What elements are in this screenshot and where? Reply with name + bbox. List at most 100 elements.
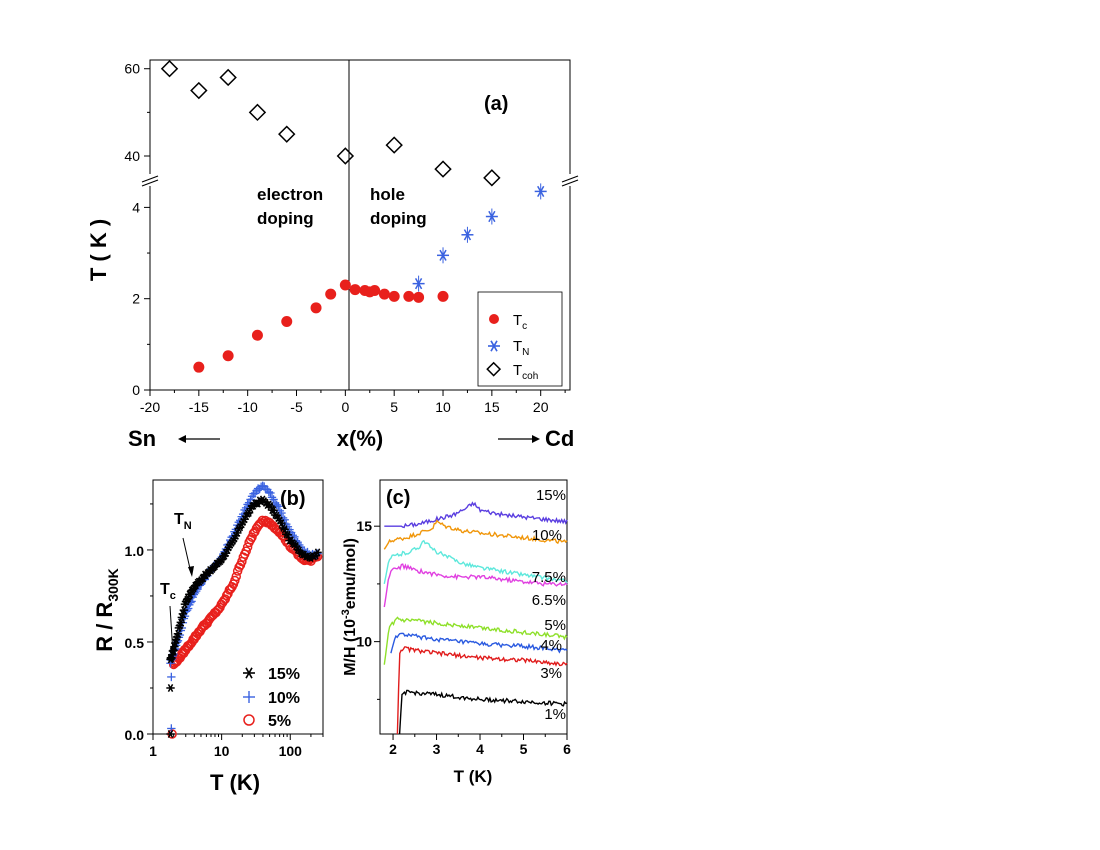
region-label-electron-line1: electron	[257, 185, 323, 204]
point-Tc-0	[193, 361, 205, 373]
c-line-1%	[398, 689, 568, 735]
panel-a-axis-break-left	[141, 174, 159, 187]
panel-a-right-arrowhead	[532, 435, 540, 443]
point-Tc-14	[413, 291, 425, 303]
point-Tc-11	[378, 288, 390, 300]
point-Tc-15	[437, 290, 449, 302]
panel-c-x-axis-label: T (K)	[454, 767, 493, 786]
y-tick-label: 2	[132, 291, 140, 307]
legend-marker-10pct	[243, 691, 255, 703]
c-line-3%	[396, 646, 568, 735]
x-tick-label: 0	[341, 399, 349, 415]
b-point-15%-c	[181, 606, 187, 615]
y-tick-label: 40	[124, 148, 140, 164]
b-point-5%	[213, 604, 224, 614]
b-dropout-15%-c	[167, 683, 174, 693]
legend-entry-tc: Tc	[513, 312, 527, 332]
point-Tc-5	[325, 288, 337, 300]
panel-c-marks	[383, 501, 568, 735]
c-x-tick-label: 2	[389, 741, 397, 757]
b-point-15%-c	[289, 539, 296, 548]
panel-a-x-axis-label: x(%)	[337, 426, 383, 451]
region-label-electron-line2: doping	[257, 209, 314, 228]
panel-c-y-axis-label: M/H (10-3emu/mol)	[340, 538, 359, 676]
b-point-15%	[176, 618, 186, 627]
c-line-label-10%: 10%	[532, 527, 562, 544]
b-point-15%	[313, 548, 322, 557]
point-TN-1	[437, 249, 450, 261]
b-point-5%	[221, 590, 232, 601]
b-point-5%	[241, 546, 251, 556]
point-TN-3-c	[488, 210, 496, 223]
y-tick-label: 60	[124, 61, 140, 77]
point-Tc-4	[310, 302, 322, 314]
panel-a: -20 -15 -10 -5 0 5 10 15 20 0 2 4 40 60 (a) T ( K ) x…	[86, 59, 579, 451]
point-Tc-12	[388, 290, 400, 302]
b-point-15%-c	[281, 525, 288, 534]
point-Tc-10	[369, 284, 381, 296]
panel-a-axes: -20 -15 -10 -5 0 5 10 15 20 0 2 4 40 60	[124, 61, 566, 415]
c-line-15%	[384, 501, 568, 529]
panel-c-axes: 2 3 4 5 6 10 15	[356, 518, 571, 757]
region-label-hole-line1: hole	[370, 185, 405, 204]
b-point-10%	[274, 502, 283, 511]
annotation-tn: TN	[174, 511, 192, 532]
c-x-tick-label: 6	[563, 741, 571, 757]
c-line-label-3%: 3%	[540, 665, 562, 682]
b-point-5%	[225, 584, 236, 594]
b-point-5%	[219, 595, 229, 606]
panel-b-frame	[152, 479, 324, 735]
b-point-15%-c	[314, 548, 321, 557]
point-Tcoh-5	[336, 147, 355, 165]
point-Tc-2	[251, 329, 263, 341]
c-y-tick-label: 10	[356, 634, 372, 650]
c-y-tick-label: 15	[356, 518, 372, 534]
point-TN-2-c	[463, 229, 472, 241]
b-x-tick-label: 100	[279, 743, 303, 759]
y-tick-label: 0	[132, 382, 140, 398]
c-line-label-5%: 5%	[544, 617, 566, 634]
b-point-5%	[230, 575, 240, 586]
b-dropout-15%	[166, 729, 175, 739]
b-point-15%-c	[294, 545, 301, 554]
b-point-5%	[247, 532, 257, 543]
panel-a-marks	[160, 60, 547, 373]
panel-a-legend: Tc TN Tcoh	[477, 291, 563, 387]
x-tick-label: -5	[290, 399, 303, 415]
c-line-label-6.5%: 6.5%	[532, 592, 566, 609]
panel-a-left-note: Sn	[128, 426, 156, 451]
y-tick-label: 4	[132, 199, 140, 215]
point-Tc-7	[349, 284, 361, 296]
b-point-15%-c	[285, 530, 291, 539]
x-tick-label: -15	[189, 399, 209, 415]
panel-a-right-note: Cd	[545, 426, 574, 451]
b-x-tick-label: 10	[214, 743, 230, 759]
b-point-10%	[269, 495, 278, 504]
panel-c-frame	[379, 479, 568, 735]
point-Tcoh-6	[385, 136, 403, 154]
b-point-5%	[234, 562, 244, 573]
annotation-tn-arrowhead	[188, 566, 194, 577]
c-x-tick-label: 3	[433, 741, 441, 757]
legend-entry-5pct: 5%	[268, 713, 291, 730]
point-TN-0-c	[414, 278, 423, 290]
b-point-10%	[264, 487, 274, 497]
c-line-10%	[383, 519, 568, 550]
point-TN-1-c	[439, 249, 447, 261]
c-line-5%	[383, 616, 568, 665]
b-point-15%-c	[270, 506, 277, 515]
legend-marker-tn	[488, 340, 500, 352]
point-Tcoh-0	[160, 60, 179, 78]
annotation-tc-arrow	[169, 605, 174, 655]
panel-c-label: (c)	[386, 487, 410, 509]
point-TN-0	[412, 278, 425, 290]
point-Tcoh-4	[278, 125, 296, 143]
point-Tcoh-8	[483, 169, 501, 187]
point-TN-4	[534, 185, 547, 198]
b-point-5%	[248, 528, 259, 538]
b-y-tick-label: 1.0	[125, 543, 145, 559]
b-point-15%	[244, 508, 254, 517]
point-Tcoh-3	[248, 103, 267, 122]
legend-entry-tn: TN	[513, 338, 529, 358]
